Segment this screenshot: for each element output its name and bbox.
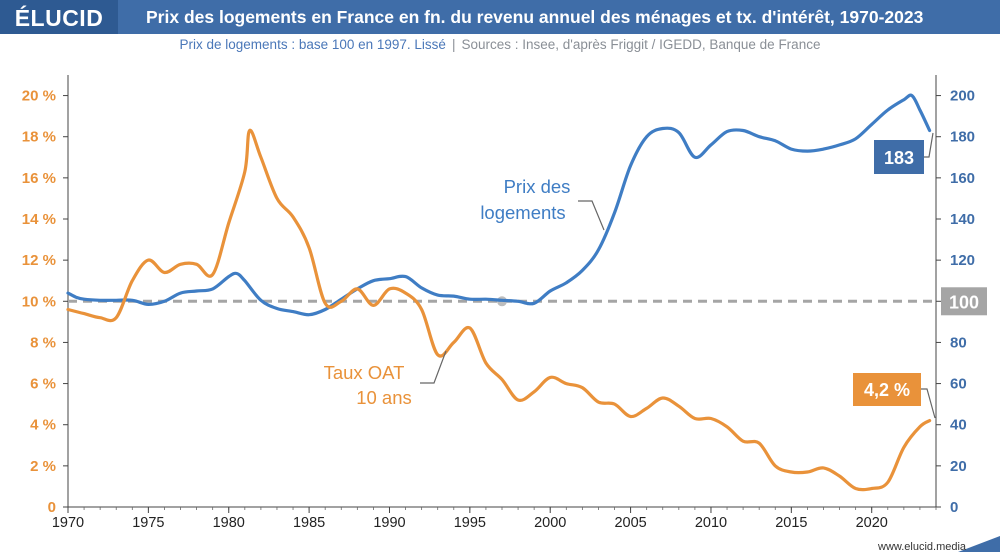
elucid-logo: ÉLUCID bbox=[14, 5, 104, 31]
x-tick-label: 2000 bbox=[534, 515, 566, 531]
right-tick-label: 40 bbox=[950, 417, 967, 434]
x-tick-label: 1980 bbox=[213, 515, 245, 531]
right-tick-label: 180 bbox=[950, 129, 975, 146]
reference-value-label: 100 bbox=[949, 292, 979, 312]
orange-end-leader bbox=[921, 388, 936, 419]
orange-end-value-box bbox=[853, 373, 921, 406]
x-tick-label: 2010 bbox=[695, 515, 727, 531]
x-tick-label: 1995 bbox=[454, 515, 486, 531]
blue-series-label-line2: logements bbox=[480, 202, 565, 223]
left-tick-label: 16 % bbox=[22, 170, 56, 187]
logo-box: ÉLUCID bbox=[0, 0, 118, 34]
left-tick-label: 2 % bbox=[30, 458, 56, 475]
orange-end-value: 4,2 % bbox=[864, 380, 910, 400]
left-tick-label: 10 % bbox=[22, 293, 56, 310]
orange-series-label-line2: 10 ans bbox=[356, 387, 412, 408]
footer-url[interactable]: www.elucid.media bbox=[878, 541, 967, 553]
blue-series-label-line1: Prix des bbox=[504, 176, 571, 197]
x-tick-label: 1990 bbox=[373, 515, 405, 531]
right-tick-label: 0 bbox=[950, 499, 958, 516]
chart-subtitle: Prix de logements : base 100 en 1997. Li… bbox=[0, 37, 1000, 52]
x-tick-label: 1985 bbox=[293, 515, 325, 531]
right-tick-label: 120 bbox=[950, 252, 975, 269]
reference-value-box bbox=[941, 287, 987, 316]
x-tick-label: 1970 bbox=[52, 515, 84, 531]
orange-label-leader bbox=[420, 350, 447, 384]
x-tick-label: 1975 bbox=[132, 515, 164, 531]
left-tick-label: 4 % bbox=[30, 417, 56, 434]
orange-series-label-line1: Taux OAT bbox=[324, 362, 405, 383]
right-tick-label: 20 bbox=[950, 458, 967, 475]
series-line-prix-logements bbox=[66, 93, 932, 317]
x-tick-label: 2005 bbox=[614, 515, 646, 531]
left-tick-label: 0 bbox=[48, 499, 56, 516]
right-tick-label: 200 bbox=[950, 88, 975, 105]
right-tick-label: 80 bbox=[950, 334, 967, 351]
right-tick-label: 160 bbox=[950, 170, 975, 187]
subtitle-separator: | bbox=[451, 37, 456, 52]
left-tick-label: 8 % bbox=[30, 334, 56, 351]
footer-corner-decoration bbox=[958, 536, 1000, 552]
blue-end-value-box bbox=[874, 140, 924, 174]
x-tick-label: 2020 bbox=[856, 515, 888, 531]
header-bar: ÉLUCID Prix des logements en France en f… bbox=[0, 0, 1000, 34]
subtitle-sources: Sources : Insee, d'après Friggit / IGEDD… bbox=[461, 37, 821, 52]
right-tick-label: 140 bbox=[950, 211, 975, 228]
right-tick-label: 60 bbox=[950, 376, 967, 393]
left-tick-label: 20 % bbox=[22, 88, 56, 105]
left-tick-label: 12 % bbox=[22, 252, 56, 269]
subtitle-base-note: Prix de logements : base 100 en 1997. Li… bbox=[179, 37, 446, 52]
blue-end-value: 183 bbox=[884, 148, 914, 168]
x-tick-label: 2015 bbox=[775, 515, 807, 531]
blue-end-leader bbox=[924, 132, 934, 158]
chart-title: Prix des logements en France en fn. du r… bbox=[146, 7, 924, 27]
blue-label-leader bbox=[578, 200, 605, 231]
left-tick-label: 18 % bbox=[22, 129, 56, 146]
series-line-taux-oat bbox=[66, 128, 932, 492]
left-tick-label: 6 % bbox=[30, 376, 56, 393]
left-tick-label: 14 % bbox=[22, 211, 56, 228]
